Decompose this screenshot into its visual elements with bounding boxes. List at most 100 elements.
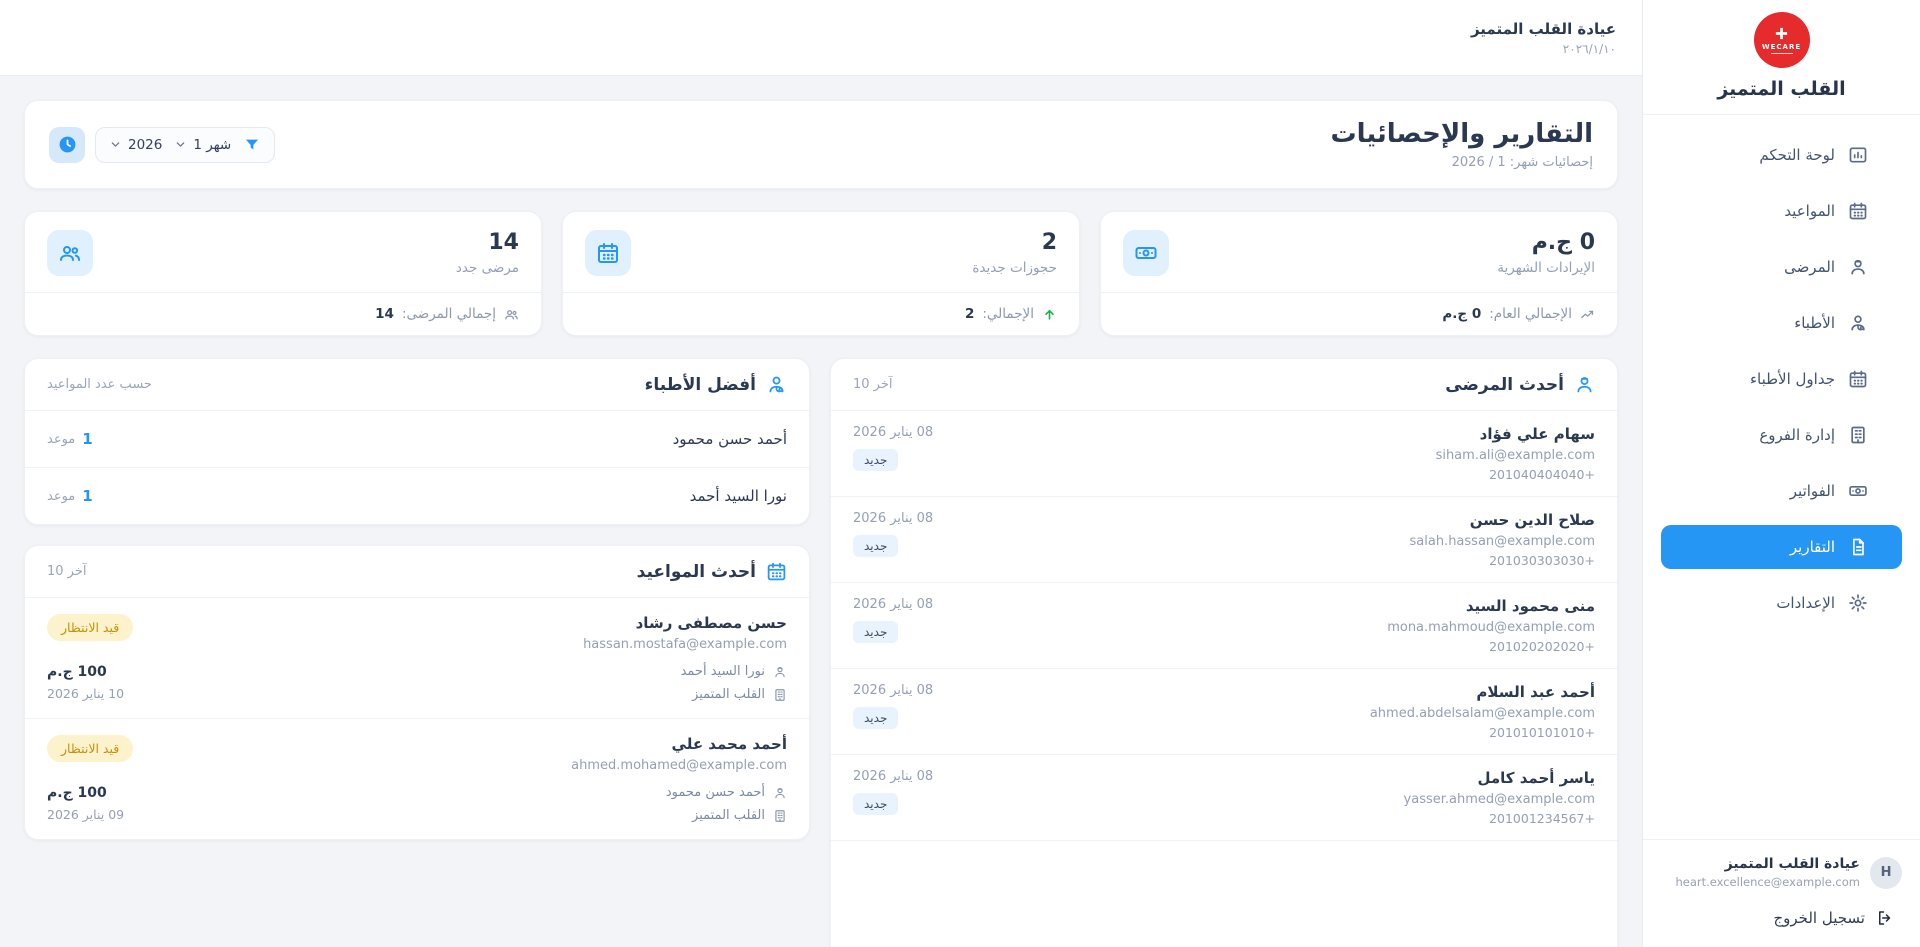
appointment-doctor: أحمد حسن محمود xyxy=(665,785,765,800)
patients-panel-meta: آخر 10 xyxy=(853,377,893,392)
stat-card: 2 حجوزات جديدة الإجمالي: 2 xyxy=(562,211,1080,336)
patient-row-partial xyxy=(831,840,1617,947)
sidebar-nav-item[interactable]: جداول الأطباء xyxy=(1661,357,1902,401)
doctor-icon xyxy=(773,665,787,679)
logo-tagline-line xyxy=(1770,53,1793,54)
appointment-unit: موعد xyxy=(47,431,76,447)
patient-icon xyxy=(1574,374,1595,395)
sidebar-nav-item[interactable]: التقارير xyxy=(1661,525,1902,569)
doctor-icon xyxy=(1848,313,1868,333)
money-icon xyxy=(1134,241,1158,265)
sidebar: WECARE القلب المتميز لوحة التحكم المواعي… xyxy=(1642,0,1920,947)
doctor-icon xyxy=(766,374,787,395)
doctor-name: نورا السيد أحمد xyxy=(689,487,787,505)
logout-label: تسجيل الخروج xyxy=(1773,909,1865,927)
main-column: عيادة القلب المتميز ٢٠٢٦/١/١٠ التقارير و… xyxy=(0,0,1642,947)
appointment-patient-email: ahmed.mohamed@example.com xyxy=(571,758,787,773)
status-badge: قيد الانتظار xyxy=(47,614,134,641)
logout-button[interactable]: تسجيل الخروج xyxy=(1661,909,1902,927)
sidebar-nav-item[interactable]: المرضى xyxy=(1661,245,1902,289)
patient-date: 08 يناير 2026 xyxy=(853,511,934,526)
user-info: H عيادة القلب المتميز heart.excellence@e… xyxy=(1661,856,1902,889)
left-column: أفضل الأطباء حسب عدد المواعيد أحمد حسن م… xyxy=(24,358,810,840)
appointments-panel-title: أحدث المواعيد xyxy=(636,561,756,582)
stat-footer: الإجمالي: 2 xyxy=(563,292,1079,335)
chevron-down-icon xyxy=(110,139,121,150)
nav-item-label: جداول الأطباء xyxy=(1749,370,1835,388)
history-button[interactable] xyxy=(49,126,85,163)
sidebar-footer: H عيادة القلب المتميز heart.excellence@e… xyxy=(1643,839,1920,947)
stat-label: مرضى جدد xyxy=(455,260,519,276)
patient-row: أحمد عبد السلام ahmed.abdelsalam@example… xyxy=(831,668,1617,754)
stats-row: 0 ج.م الإيرادات الشهرية الإجمالي العام: … xyxy=(24,211,1618,336)
patient-phone: +201020202020 xyxy=(1489,639,1595,654)
stat-footer-label: الإجمالي: xyxy=(982,306,1034,322)
stat-footer: إجمالي المرضى: 14 xyxy=(25,292,541,335)
sidebar-nav-item[interactable]: المواعيد xyxy=(1661,189,1902,233)
year-select[interactable]: 2026 xyxy=(110,137,162,153)
nav-item-label: المواعيد xyxy=(1784,202,1835,220)
people-icon xyxy=(504,307,519,322)
patient-email: ahmed.abdelsalam@example.com xyxy=(1369,706,1595,721)
appointment-doctor: نورا السيد أحمد xyxy=(680,664,765,679)
month-select[interactable]: شهر 1 xyxy=(175,137,231,153)
doctors-list: أحمد حسن محمود 1 موعد نورا السيد أحمد 1 xyxy=(25,410,809,524)
logout-icon xyxy=(1876,909,1894,927)
patient-row: منى محمود السيد mona.mahmoud@example.com… xyxy=(831,582,1617,668)
calendar-icon xyxy=(766,561,787,582)
year-select-value: 2026 xyxy=(128,136,163,153)
appointment-clinic: القلب المتميز xyxy=(692,687,765,702)
appointment-patient-name: حسن مصطفى رشاد xyxy=(635,614,787,632)
nav-item-label: التقارير xyxy=(1789,538,1835,556)
stat-footer-value: 2 xyxy=(964,306,975,322)
sidebar-nav-item[interactable]: الإعدادات xyxy=(1661,581,1902,625)
appointment-count: 1 xyxy=(82,487,93,505)
status-badge: جديد xyxy=(853,621,899,643)
stat-footer: الإجمالي العام: 0 ج.م xyxy=(1101,292,1617,335)
sidebar-nav-item[interactable]: الفواتير xyxy=(1661,469,1902,513)
patients-panel-header: أحدث المرضى آخر 10 xyxy=(831,359,1617,410)
stat-card: 14 مرضى جدد إجمالي المرضى: 14 xyxy=(24,211,542,336)
appointment-price: 100 ج.م xyxy=(47,664,107,680)
patient-phone: +201001234567 xyxy=(1489,811,1595,826)
appointment-patient-email: hassan.mostafa@example.com xyxy=(583,637,787,652)
patient-email: yasser.ahmed@example.com xyxy=(1403,792,1595,807)
trend-icon xyxy=(1580,307,1595,322)
doctors-panel-meta: حسب عدد المواعيد xyxy=(47,377,152,392)
appointment-date: 10 يناير 2026 xyxy=(47,686,125,701)
stat-card: 0 ج.م الإيرادات الشهرية الإجمالي العام: … xyxy=(1100,211,1618,336)
filters: شهر 1 2026 xyxy=(49,126,276,163)
sidebar-nav-item[interactable]: إدارة الفروع xyxy=(1661,413,1902,457)
clinic-icon xyxy=(773,688,787,702)
nav-item-label: الأطباء xyxy=(1794,314,1835,332)
patient-phone: +201040404040 xyxy=(1489,467,1595,482)
stat-value: 2 xyxy=(1041,230,1057,255)
appointment-price: 100 ج.م xyxy=(47,785,107,801)
panels-grid: أحدث المرضى آخر 10 سهام علي فؤاد siham.a… xyxy=(24,358,1618,947)
stat-footer-value: 0 ج.م xyxy=(1442,306,1482,322)
status-badge: جديد xyxy=(853,449,899,471)
patient-phone: +201030303030 xyxy=(1489,553,1595,568)
nav-item-label: لوحة التحكم xyxy=(1759,146,1835,164)
status-badge: جديد xyxy=(853,793,899,815)
sidebar-nav-item[interactable]: لوحة التحكم xyxy=(1661,133,1902,177)
money-icon xyxy=(1848,481,1868,501)
building-icon xyxy=(1848,425,1868,445)
nav-item-label: المرضى xyxy=(1784,258,1835,276)
patient-email: salah.hassan@example.com xyxy=(1409,534,1596,549)
patient-name: ياسر أحمد كامل xyxy=(1477,769,1596,787)
clinic-icon xyxy=(773,809,787,823)
report-icon xyxy=(1848,537,1868,557)
logo-word: WECARE xyxy=(1761,43,1802,51)
patient-name: منى محمود السيد xyxy=(1465,597,1595,615)
nav-item-label: الفواتير xyxy=(1789,482,1835,500)
clinic-logo: WECARE xyxy=(1753,12,1810,68)
stat-footer-value: 14 xyxy=(375,306,394,322)
doctors-panel-title: أفضل الأطباء xyxy=(644,374,756,395)
doctor-name: أحمد حسن محمود xyxy=(672,430,787,448)
sidebar-nav-item[interactable]: الأطباء xyxy=(1661,301,1902,345)
status-badge: جديد xyxy=(853,707,899,729)
calendar-icon xyxy=(596,241,620,265)
content: التقارير والإحصائيات إحصائيات شهر: 1 / 2… xyxy=(0,76,1642,947)
